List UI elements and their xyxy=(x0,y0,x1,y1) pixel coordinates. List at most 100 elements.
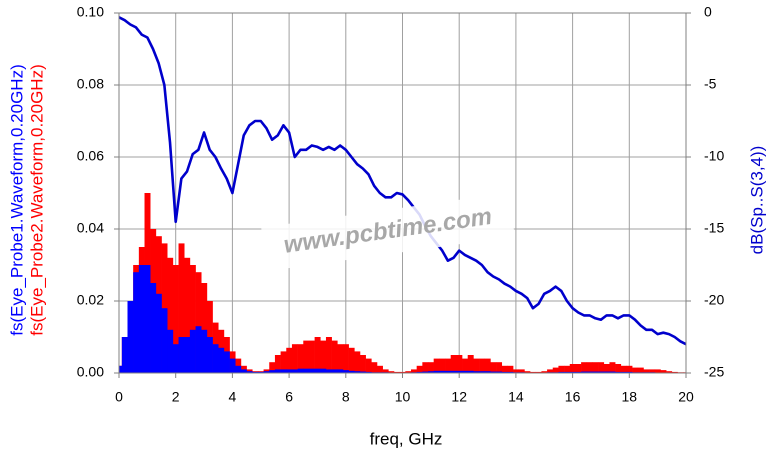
x-tick-label: 18 xyxy=(622,389,638,405)
spectrum-bar xyxy=(382,369,389,373)
x-tick-label: 6 xyxy=(285,389,293,405)
spectrum-bar xyxy=(496,362,503,373)
spectrum-bar xyxy=(354,371,361,373)
x-tick-label: 14 xyxy=(508,389,524,405)
spectrum-bar xyxy=(615,364,622,373)
spectrum-bar xyxy=(314,337,321,373)
y-tick-label: 0.06 xyxy=(77,148,104,164)
spectrum-bar xyxy=(569,364,576,373)
spectrum-bar xyxy=(507,365,514,373)
spectrum-bar xyxy=(592,362,599,373)
spectrum-bar xyxy=(172,265,179,373)
spectrum-bar xyxy=(479,358,486,373)
spectrum-bar xyxy=(473,358,480,373)
spectrum-bar xyxy=(308,340,315,373)
spectrum-bar xyxy=(666,371,673,373)
spectrum-bar xyxy=(422,371,429,373)
spectrum-bar xyxy=(172,344,179,373)
spectrum-bar xyxy=(121,337,128,373)
spectrum-bar xyxy=(348,347,355,373)
spectrum-bar xyxy=(501,365,508,373)
spectrum-bar xyxy=(575,364,582,373)
spectrum-bar xyxy=(456,355,463,373)
spectrum-bar xyxy=(445,358,451,373)
x-tick-label: 16 xyxy=(565,389,581,405)
spectrum-bar xyxy=(348,370,355,373)
y2-axis-title: dB(Sp..S(3,4)) xyxy=(747,146,766,255)
spectrum-bar xyxy=(337,344,344,373)
spectrum-bar xyxy=(581,362,588,373)
spectrum-bar xyxy=(592,371,599,373)
spectrum-bar xyxy=(325,369,332,373)
spectrum-bar xyxy=(620,365,627,373)
plot-area xyxy=(119,16,686,373)
spectrum-bar xyxy=(133,272,140,373)
spectrum-bar xyxy=(467,370,474,373)
spectrum-bar xyxy=(603,364,610,373)
spectrum-bar xyxy=(462,370,469,373)
spectrum-bar xyxy=(439,370,446,373)
spectrum-bar xyxy=(331,369,338,373)
spectrum-bar xyxy=(586,362,593,373)
spectrum-bar xyxy=(524,371,531,373)
watermark: www.pcbtime.com xyxy=(261,192,515,272)
spectrum-bar xyxy=(337,369,344,373)
spectrum-bar xyxy=(467,355,474,373)
spectrum-bar xyxy=(603,371,610,373)
spectrum-bar xyxy=(490,371,497,373)
x-tick-label: 8 xyxy=(342,389,350,405)
spectrum-bar xyxy=(280,369,287,373)
spectrum-bar xyxy=(445,370,451,373)
spectrum-bar xyxy=(569,371,576,373)
spectrum-bar xyxy=(138,265,145,373)
spectrum-bar xyxy=(269,362,276,373)
spectrum-bar xyxy=(303,340,310,373)
spectrum-bar xyxy=(541,371,548,373)
spectrum-bar xyxy=(609,362,616,373)
spectrum-bar xyxy=(246,371,253,373)
spectrum-bar xyxy=(609,371,616,373)
spectrum-bar xyxy=(206,337,213,373)
spectrum-bar xyxy=(212,344,219,373)
spectrum-bar xyxy=(411,369,417,373)
spectrum-bar xyxy=(416,365,423,373)
spectrum-bar xyxy=(422,362,429,373)
spectrum-bar xyxy=(359,355,366,373)
y2-tick-label: -5 xyxy=(704,76,717,92)
y-axis-title: fs(Eye_Probe1.Waveform,0.20GHz) xyxy=(7,64,26,335)
y-axis-title: fs(Eye_Probe2.Waveform,0.20GHz) xyxy=(27,64,46,335)
spectrum-bar xyxy=(484,371,491,373)
spectrum-bar xyxy=(501,371,508,373)
spectrum-bar xyxy=(660,370,667,373)
spectrum-bar xyxy=(178,243,185,373)
spectrum-bar xyxy=(201,329,208,373)
spectrum-bar xyxy=(626,365,633,373)
spectrum-bar xyxy=(558,371,565,373)
spectrum-bar xyxy=(552,367,559,373)
spectrum-bar xyxy=(462,358,469,373)
y-tick-label: 0.08 xyxy=(77,76,104,92)
x-tick-label: 12 xyxy=(451,389,467,405)
spectrum-bar xyxy=(564,371,571,373)
spectrum-bar xyxy=(671,371,678,373)
spectrum-bar xyxy=(184,257,191,373)
spectrum-bar xyxy=(598,362,605,373)
spectrum-bar xyxy=(291,344,298,373)
spectrum-bar xyxy=(416,371,423,373)
spectrum-bar xyxy=(155,293,162,373)
spectrum-bar xyxy=(280,351,287,373)
watermark-box xyxy=(261,192,515,272)
spectrum-bar xyxy=(263,371,270,373)
spectrum-bar xyxy=(286,347,293,373)
spectrum-bar xyxy=(325,337,332,373)
spectrum-bar xyxy=(439,358,446,373)
spectrum-bar xyxy=(376,365,383,373)
spectrum-bar xyxy=(456,370,463,373)
spectrum-bar xyxy=(342,370,349,373)
spectrum-bar xyxy=(189,329,196,373)
y2-tick-label: -10 xyxy=(704,148,724,164)
y-tick-label: 0.04 xyxy=(77,220,104,236)
spectrum-bar xyxy=(490,362,497,373)
spectrum-bar xyxy=(513,369,520,373)
spectrum-bar xyxy=(649,369,656,373)
